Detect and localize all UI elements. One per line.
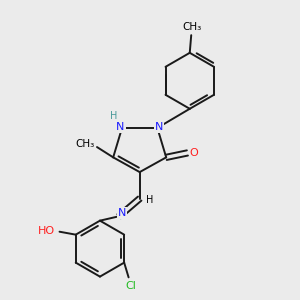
Text: N: N <box>154 122 163 132</box>
Text: N: N <box>118 208 126 218</box>
Text: O: O <box>190 148 198 158</box>
Text: HO: HO <box>38 226 55 236</box>
Text: Cl: Cl <box>125 280 136 291</box>
Text: N: N <box>116 122 125 132</box>
Text: CH₃: CH₃ <box>182 22 201 32</box>
Text: H: H <box>146 195 154 205</box>
Text: H: H <box>110 110 118 121</box>
Text: CH₃: CH₃ <box>75 139 94 148</box>
